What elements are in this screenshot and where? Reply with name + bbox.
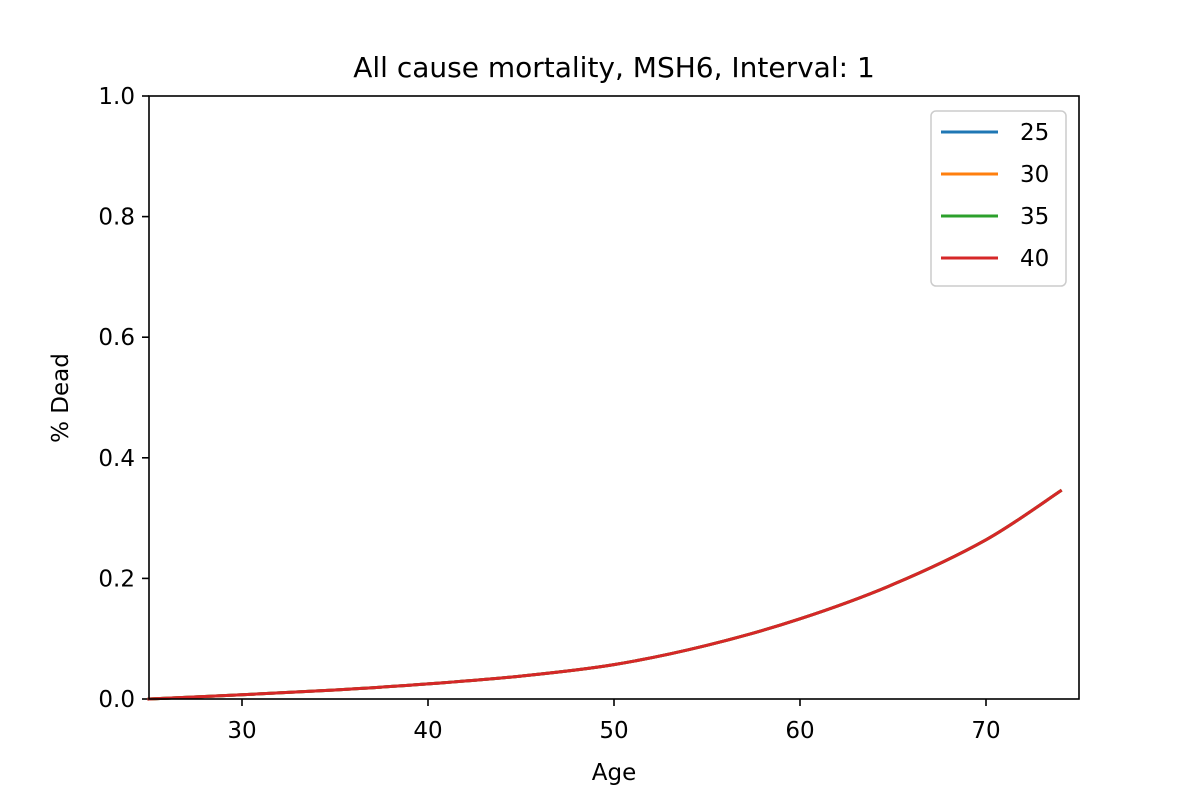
y-tick-label: 0.6 <box>98 325 135 351</box>
legend: 25 30 35 40 <box>930 110 1067 287</box>
x-tick-label: 60 <box>785 718 814 744</box>
legend-label-25: 25 <box>1020 120 1049 146</box>
plot-frame <box>148 95 1080 700</box>
y-tick-label: 0.8 <box>98 205 135 231</box>
y-tick-label: 1.0 <box>98 84 135 110</box>
y-tick-label: 0.2 <box>98 566 135 592</box>
legend-label-30: 30 <box>1020 162 1049 188</box>
y-axis-label: % Dead <box>48 353 74 443</box>
chart-title: All cause mortality, MSH6, Interval: 1 <box>353 51 875 84</box>
y-tick-label: 0.4 <box>98 446 135 472</box>
x-tick-label: 30 <box>227 718 256 744</box>
x-tick-label: 50 <box>599 718 628 744</box>
x-tick-label: 40 <box>413 718 442 744</box>
y-tick-label: 0.0 <box>98 687 135 713</box>
series-lines <box>147 488 1063 701</box>
legend-label-35: 35 <box>1020 204 1049 230</box>
x-tick-label: 70 <box>971 718 1000 744</box>
x-axis-ticks: 30 40 50 60 70 <box>227 699 1001 744</box>
y-axis-ticks: 0.0 0.2 0.4 0.6 0.8 1.0 <box>98 84 149 713</box>
legend-frame <box>930 110 1067 287</box>
x-axis-label: Age <box>592 760 636 786</box>
series-line-40 <box>147 488 1063 701</box>
legend-label-40: 40 <box>1020 246 1049 272</box>
